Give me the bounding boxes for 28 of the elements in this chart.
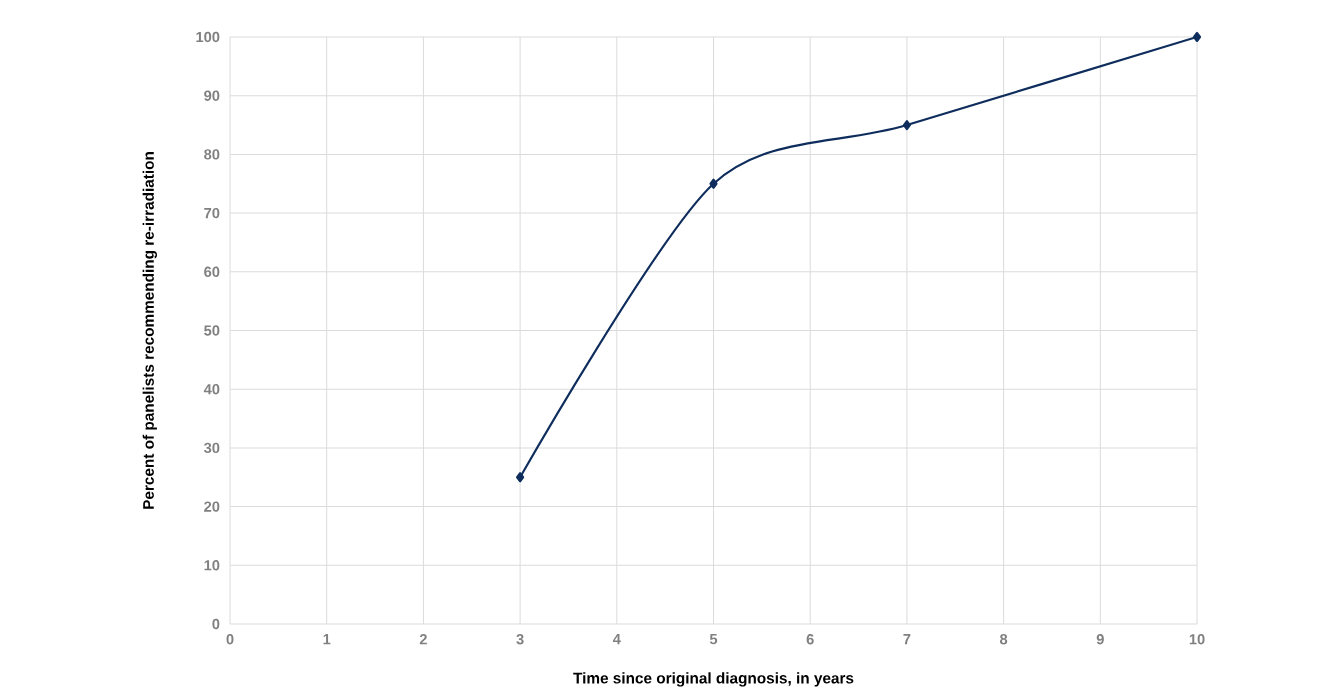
y-tick-label: 70 (204, 207, 220, 219)
y-tick-label: 90 (204, 90, 220, 101)
y-tick-label: 10 (204, 560, 220, 571)
x-tick-label: 0 (226, 634, 234, 645)
y-tick-label: 20 (204, 501, 220, 512)
x-axis-title: Time since original diagnosis, in years (573, 672, 854, 687)
y-tick-label: 30 (203, 442, 220, 454)
y-tick-label: 40 (203, 384, 220, 395)
point (1192, 31, 1202, 43)
y-tick-label: 80 (204, 149, 220, 160)
x-tick-label: 3 (516, 634, 524, 645)
x-tick-label: 8 (999, 634, 1008, 645)
x-tick-label: 4 (612, 634, 621, 645)
x-tick-label: 6 (806, 634, 814, 645)
x-tick-label: 2 (419, 634, 427, 645)
y-tick-label: 0 (212, 618, 220, 630)
x-tick-label: 9 (1096, 634, 1104, 645)
y-tick-label: 60 (204, 266, 220, 277)
point (709, 178, 718, 189)
x-tick-label: 7 (903, 634, 911, 645)
x-tick-label: 1 (323, 634, 331, 645)
y-tick-label: 50 (204, 325, 220, 336)
point (902, 119, 911, 131)
y-axis-title: Percent of panelists recommending re-irradiation (142, 152, 157, 509)
x-tick-label: 10 (1189, 634, 1205, 645)
point (516, 472, 525, 483)
y-tick-label: 100 (196, 31, 220, 43)
x-tick-label: 5 (709, 634, 718, 645)
